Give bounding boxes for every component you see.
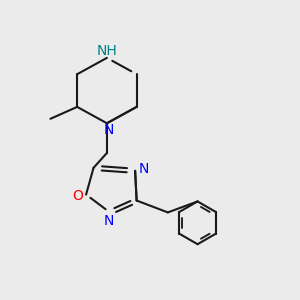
Text: N: N [138, 162, 148, 176]
Text: O: O [72, 189, 83, 203]
Text: N: N [103, 214, 114, 228]
Text: N: N [103, 123, 114, 137]
Text: NH: NH [97, 44, 117, 58]
